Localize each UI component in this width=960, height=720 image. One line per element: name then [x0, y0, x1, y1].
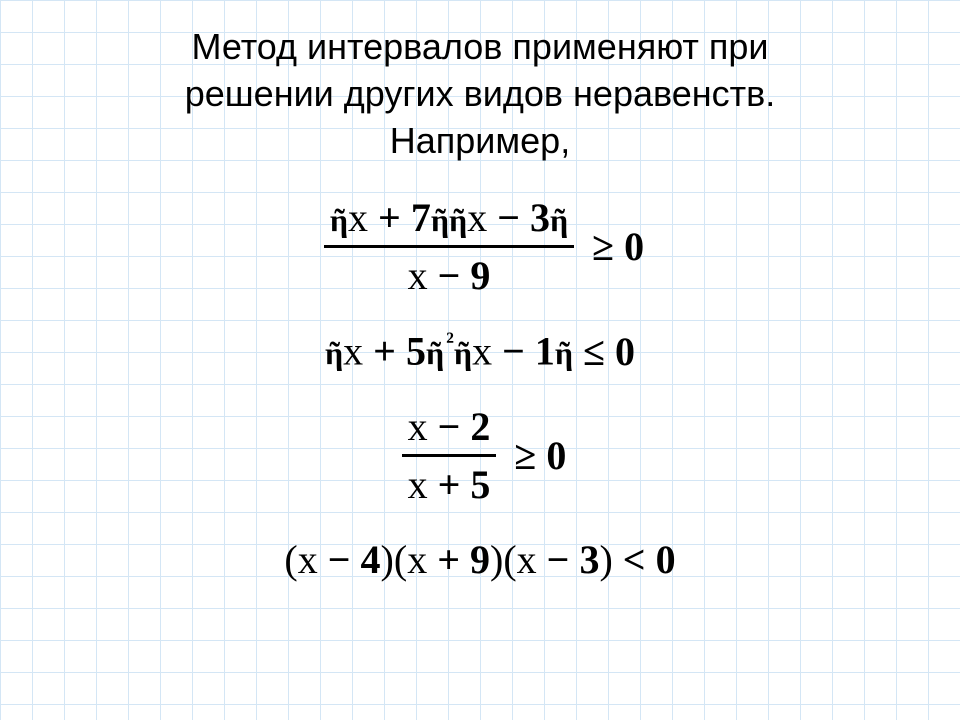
eq2-relation: ≤ [583, 328, 605, 375]
eq3-relation: ≥ [514, 432, 536, 479]
title-line-3: Например, [390, 120, 570, 161]
eq1-rhs: 0 [624, 223, 644, 270]
eq1-denominator: x − 9 [402, 248, 497, 299]
eq3-fraction: x − 2 x + 5 [402, 403, 497, 508]
eq3-numerator: x − 2 [402, 403, 497, 454]
eq1-numerator: ῆx + 7ῆῆx − 3ῆ [324, 194, 574, 245]
eq1-fraction: ῆx + 7ῆῆx − 3ῆ x − 9 [324, 194, 574, 299]
equation-4: (x − 4)(x + 9)(x − 3) < 0 [284, 536, 675, 583]
equation-2: ῆx + 5ῆ²ῆx − 1ῆ ≤ 0 [325, 327, 635, 374]
eq2-rhs: 0 [615, 328, 635, 375]
slide-title: Метод интервалов применяют при решении д… [0, 0, 960, 164]
eq4-lhs: (x − 4)(x + 9)(x − 3) [284, 536, 612, 583]
equation-3: x − 2 x + 5 ≥ 0 [394, 403, 567, 508]
title-line-2: решении других видов неравенств. [185, 73, 775, 114]
eq3-denominator: x + 5 [402, 457, 497, 508]
equation-1: ῆx + 7ῆῆx − 3ῆ x − 9 ≥ 0 [316, 194, 644, 299]
eq3-rhs: 0 [546, 432, 566, 479]
eq1-relation: ≥ [592, 223, 614, 270]
eq2-lhs: ῆx + 5ῆ²ῆx − 1ῆ [325, 327, 573, 374]
equations-container: ῆx + 7ῆῆx − 3ῆ x − 9 ≥ 0 ῆx + 5ῆ²ῆx − 1ῆ… [0, 194, 960, 582]
eq4-relation: < [623, 536, 646, 583]
title-line-1: Метод интервалов применяют при [191, 26, 768, 67]
eq4-rhs: 0 [656, 536, 676, 583]
